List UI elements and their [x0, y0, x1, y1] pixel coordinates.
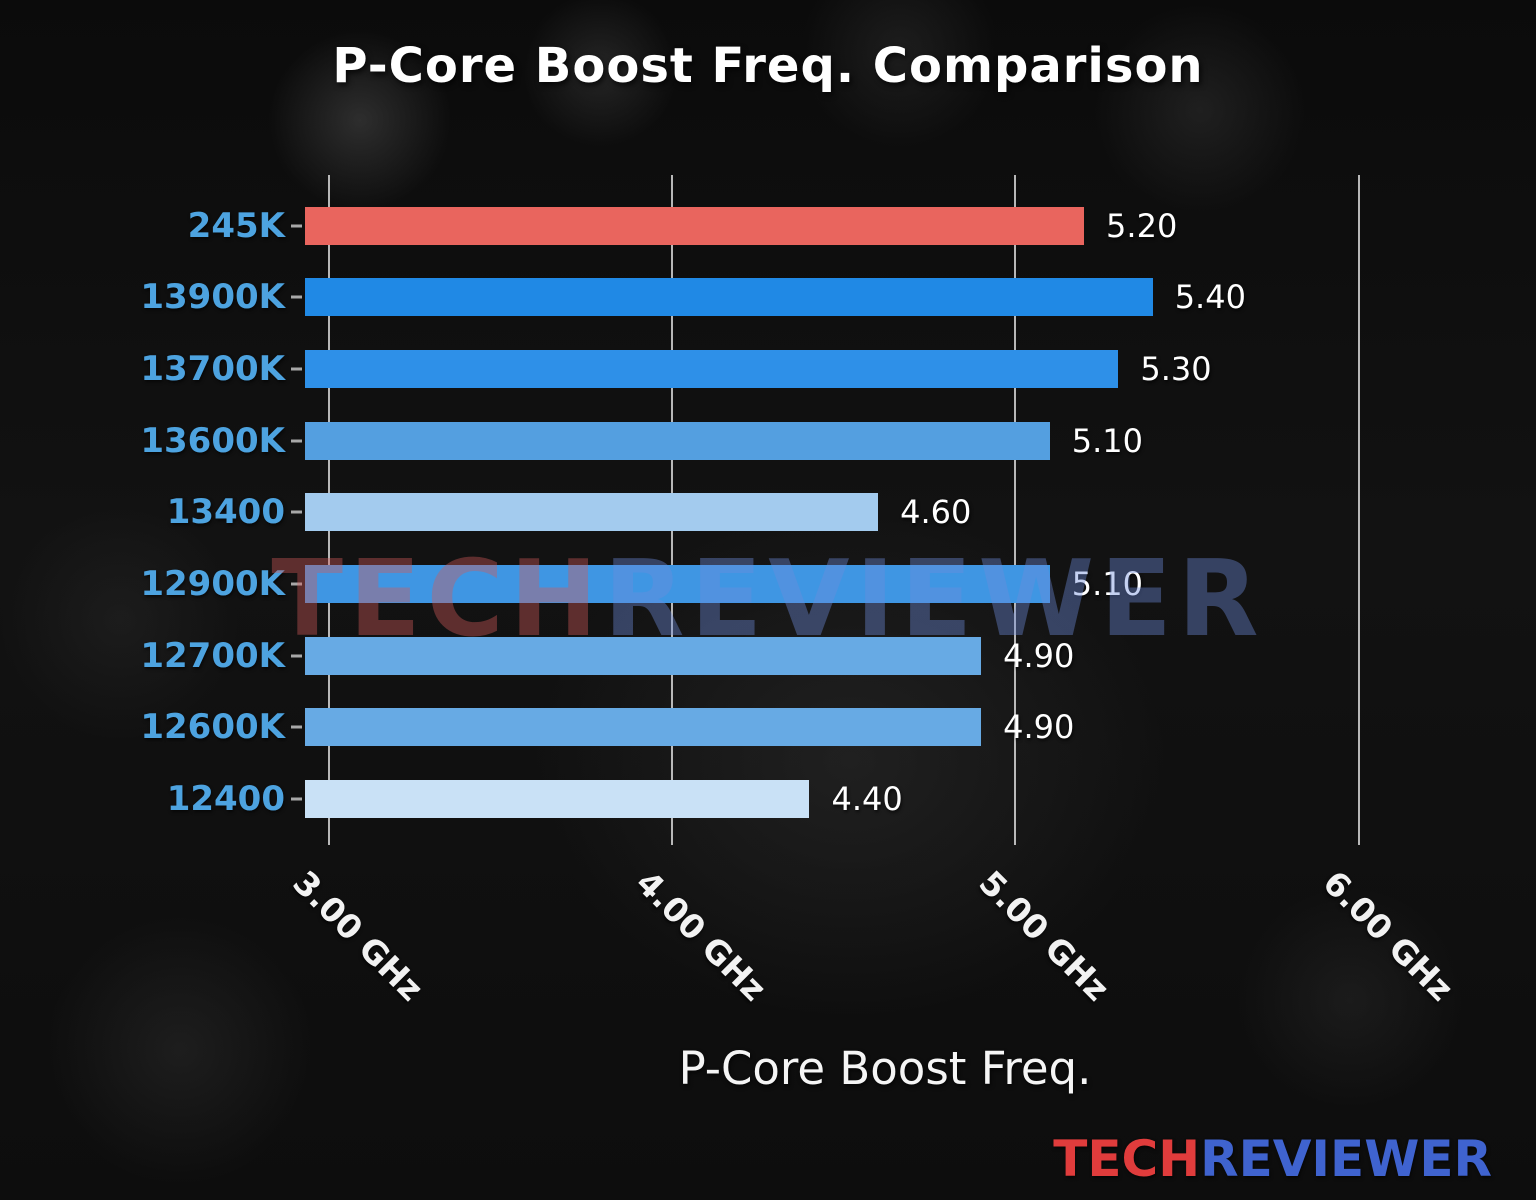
x-axis-ticks: 3.00 GHz 4.00 GHz 5.00 GHz 6.00 GHz [285, 845, 1505, 1075]
bar [305, 278, 1153, 317]
y-tick-mark [291, 510, 302, 514]
value-label: 4.40 [831, 780, 903, 819]
gridline [1357, 175, 1360, 845]
bars-container: 245K 5.20 13900K 5.40 13700K 5.30 13600K 5.10 13… [140, 190, 1465, 835]
logo-reviewer: REVIEWER [1200, 1130, 1492, 1188]
value-label: 4.60 [900, 493, 972, 532]
category-label: 12400 [166, 779, 285, 820]
plot-area: 245K 5.20 13900K 5.40 13700K 5.30 13600K 5.10 13… [140, 175, 1465, 845]
bar [305, 350, 1119, 389]
bar-row: 12600K 4.90 [140, 692, 1465, 764]
y-tick-mark [291, 367, 302, 371]
bar [305, 493, 879, 532]
value-label: 4.90 [1003, 636, 1075, 675]
chart-title: P-Core Boost Freq. Comparison [332, 38, 1204, 94]
category-label: 245K [187, 205, 285, 246]
category-label: 13600K [140, 420, 285, 461]
x-tick-label: 4.00 GHz [628, 863, 775, 1009]
value-label: 4.90 [1003, 708, 1075, 747]
bar-row: 13600K 5.10 [140, 405, 1465, 477]
bar [305, 421, 1050, 460]
category-label: 12900K [140, 564, 285, 605]
bar-row: 13400 4.60 [167, 477, 1465, 549]
category-label: 13900K [140, 277, 285, 318]
bar [305, 780, 810, 819]
y-tick-mark [291, 224, 302, 228]
category-label: 12700K [140, 635, 285, 676]
value-label: 5.10 [1071, 565, 1143, 604]
bar-row: 13700K 5.30 [140, 333, 1465, 405]
y-tick-mark [291, 439, 302, 443]
logo-tech: TECH [1053, 1130, 1201, 1188]
x-axis-label: P-Core Boost Freq. [678, 1042, 1092, 1095]
x-tick-label: 5.00 GHz [971, 863, 1118, 1009]
y-tick-mark [291, 295, 302, 299]
y-tick-mark [291, 797, 302, 801]
bar-row: 12400 4.40 [167, 763, 1465, 835]
value-label: 5.20 [1106, 206, 1178, 245]
category-label: 12600K [140, 707, 285, 748]
bar [305, 636, 982, 675]
brand-logo: TECHREVIEWER [1053, 1130, 1492, 1188]
value-label: 5.40 [1174, 278, 1246, 317]
value-label: 5.30 [1140, 350, 1212, 389]
category-label: 13700K [140, 349, 285, 390]
y-tick-mark [291, 582, 302, 586]
bar-row: 245K 5.20 [188, 190, 1465, 262]
value-label: 5.10 [1071, 421, 1143, 460]
bar [305, 708, 982, 747]
y-tick-mark [291, 654, 302, 658]
gridline [1014, 175, 1017, 845]
bar [305, 206, 1085, 245]
bar-row: 13900K 5.40 [140, 262, 1465, 334]
category-label: 13400 [166, 492, 285, 533]
bar-row: 12900K 5.10 [140, 548, 1465, 620]
bar-row: 12700K 4.90 [140, 620, 1465, 692]
y-tick-mark [291, 725, 302, 729]
x-tick-label: 3.00 GHz [285, 863, 431, 1009]
x-tick-label: 6.00 GHz [1315, 863, 1461, 1009]
bar [305, 565, 1050, 604]
